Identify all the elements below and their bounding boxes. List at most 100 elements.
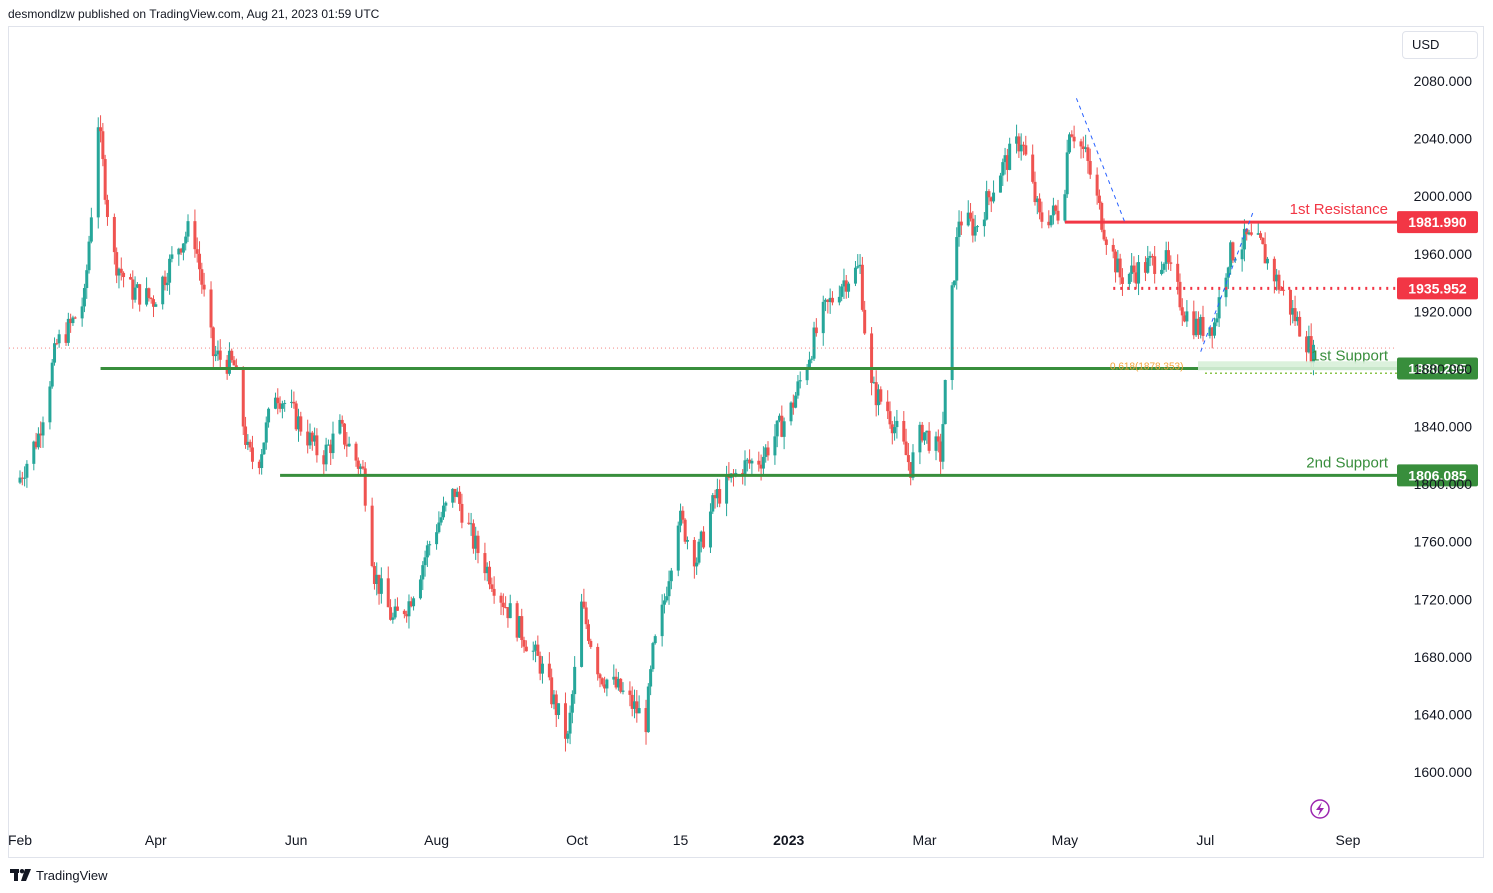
candle-body: [195, 249, 199, 254]
candle-body: [649, 669, 653, 687]
candle-body: [665, 596, 669, 601]
candle-body: [412, 598, 416, 607]
candle-body: [1240, 249, 1244, 260]
candle-body: [50, 362, 54, 387]
fib-label: 0.618(1878.353): [1110, 361, 1183, 372]
candle-body: [955, 237, 959, 281]
y-tick-label: 1600.000: [1414, 764, 1473, 780]
candle-body: [409, 601, 413, 607]
candle-body: [1024, 145, 1028, 155]
currency-selector[interactable]: USD: [1402, 31, 1478, 59]
candle-body: [451, 488, 455, 503]
candle-body: [612, 676, 616, 680]
candle-body: [1178, 281, 1182, 308]
candle-body: [101, 131, 105, 160]
candle-body: [1127, 273, 1131, 284]
candle-body: [743, 460, 747, 477]
candle-body: [163, 276, 167, 286]
levels: 1981.990 1st Resistance 1935.952 1880.295 1s…: [100, 201, 1478, 487]
candle-body: [598, 674, 602, 679]
candle-body: [82, 288, 86, 307]
candle-body: [345, 444, 349, 447]
candle-body: [985, 191, 989, 220]
candle-body: [847, 283, 851, 292]
candle-body: [1072, 136, 1076, 142]
candle-body: [200, 269, 204, 285]
candle-body: [902, 420, 906, 442]
candle-body: [1164, 250, 1168, 264]
candle-body: [1261, 237, 1265, 245]
candle-body: [780, 415, 784, 437]
candle-body: [582, 601, 586, 608]
candle-body: [508, 603, 512, 619]
y-tick-label: 1840.000: [1414, 419, 1473, 435]
candle-body: [621, 690, 625, 692]
candle-body: [354, 443, 358, 461]
candle-body: [85, 270, 89, 289]
candle-body: [1245, 228, 1249, 235]
candle-body: [395, 606, 399, 611]
candle-body: [87, 241, 91, 271]
candle-body: [1272, 258, 1276, 282]
candle-body: [1259, 233, 1263, 238]
candle-body: [589, 640, 593, 647]
candle-body: [154, 304, 158, 307]
candle-body: [699, 531, 703, 542]
candle-body: [826, 299, 830, 303]
x-tick-label: 2023: [773, 832, 804, 848]
candle-body: [557, 703, 561, 716]
candle-body: [119, 268, 123, 273]
candle-body: [906, 455, 910, 463]
x-tick-label: Apr: [145, 832, 167, 848]
candle-body: [874, 382, 878, 406]
candle-body: [198, 253, 202, 270]
candle-body: [1305, 336, 1309, 353]
candle-body: [177, 248, 181, 255]
candle-body: [782, 421, 786, 437]
candle-body: [1153, 256, 1157, 274]
candle-body: [1063, 194, 1067, 221]
chart-frame: [8, 26, 1484, 858]
candle-body: [814, 327, 818, 334]
candle-body: [586, 624, 590, 641]
candle-body: [1003, 155, 1007, 163]
candle-body: [934, 436, 938, 451]
candle-body: [959, 221, 963, 226]
candle-body: [246, 441, 250, 445]
candle-body: [1279, 289, 1283, 291]
candle-body: [425, 545, 429, 558]
candle-body: [805, 367, 809, 381]
candle-body: [329, 444, 333, 454]
candle-body: [23, 477, 27, 479]
candle-body: [179, 248, 183, 253]
candle-body: [356, 460, 360, 469]
candle-body: [890, 424, 894, 434]
x-tick-label: Oct: [566, 832, 588, 848]
candle-body: [377, 574, 381, 594]
candle-body: [1070, 134, 1074, 137]
candle-body: [860, 264, 864, 310]
y-tick-label: 1920.000: [1414, 303, 1473, 319]
candle-body: [278, 403, 282, 409]
candle-body: [1047, 221, 1051, 226]
candle-body: [69, 318, 73, 324]
candle-body: [669, 570, 673, 582]
candle-body: [138, 284, 142, 305]
candle-body: [306, 431, 310, 446]
candle-body: [1015, 136, 1019, 144]
tradingview-icon: [10, 869, 31, 881]
tradingview-logo[interactable]: TradingView: [10, 866, 108, 884]
candle-body: [467, 522, 471, 524]
candle-body: [89, 217, 93, 242]
candle-body: [55, 343, 59, 345]
candle-body: [653, 636, 657, 644]
candle-body: [193, 221, 197, 250]
candle-body: [888, 411, 892, 425]
candle-body: [1263, 244, 1267, 264]
candle-body: [32, 441, 36, 464]
y-tick-label: 1800.000: [1414, 476, 1473, 492]
candle-body: [310, 432, 314, 442]
candle-body: [584, 607, 588, 625]
candle-body: [267, 408, 271, 423]
